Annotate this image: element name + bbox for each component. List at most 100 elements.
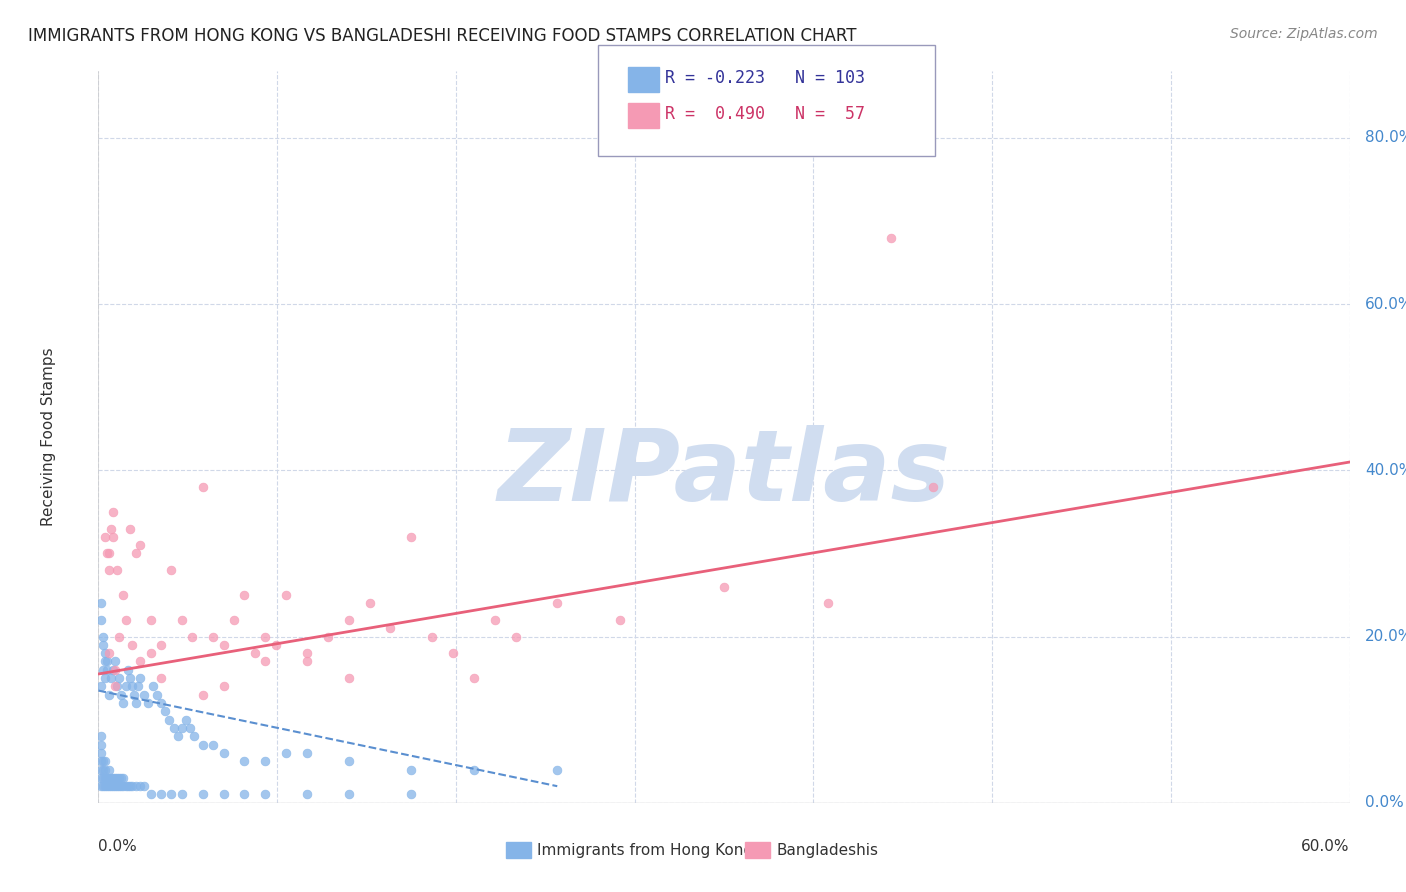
Point: [274, 746, 298, 760]
Text: 20.0%: 20.0%: [1365, 629, 1406, 644]
Point: [129, 538, 152, 552]
Point: [108, 771, 131, 785]
Text: R = -0.223   N = 103: R = -0.223 N = 103: [665, 70, 865, 87]
Point: [401, 763, 423, 777]
Point: [609, 613, 631, 627]
Point: [139, 613, 162, 627]
Point: [127, 680, 149, 694]
Text: 60.0%: 60.0%: [1302, 839, 1350, 855]
Point: [91, 663, 114, 677]
Text: Bangladeshis: Bangladeshis: [776, 843, 879, 857]
Point: [93, 671, 115, 685]
Point: [97, 688, 120, 702]
Point: [295, 646, 318, 660]
Point: [505, 630, 527, 644]
Point: [254, 655, 277, 669]
Point: [97, 646, 120, 660]
Point: [89, 779, 111, 793]
Point: [108, 671, 131, 685]
Point: [101, 779, 124, 793]
Point: [93, 655, 115, 669]
Point: [337, 613, 360, 627]
Point: [243, 646, 266, 660]
Point: [191, 688, 214, 702]
Point: [162, 721, 184, 735]
Point: [110, 771, 132, 785]
Text: 40.0%: 40.0%: [1365, 463, 1406, 478]
Point: [463, 763, 485, 777]
Point: [93, 754, 115, 768]
Text: 0.0%: 0.0%: [1365, 796, 1403, 810]
Point: [463, 671, 485, 685]
Point: [104, 771, 127, 785]
Point: [89, 729, 111, 743]
Point: [129, 655, 152, 669]
Point: [150, 696, 173, 710]
Point: [108, 630, 131, 644]
Point: [233, 754, 256, 768]
Point: [121, 638, 143, 652]
Point: [89, 763, 111, 777]
Point: [122, 688, 145, 702]
Point: [93, 779, 115, 793]
Point: [96, 663, 118, 677]
Point: [114, 613, 136, 627]
Point: [546, 763, 568, 777]
Point: [112, 771, 135, 785]
Point: [104, 680, 127, 694]
Point: [295, 746, 318, 760]
Text: 0.0%: 0.0%: [98, 839, 138, 855]
Point: [170, 613, 193, 627]
Point: [150, 638, 173, 652]
Point: [129, 779, 152, 793]
Point: [170, 721, 193, 735]
Point: [104, 655, 127, 669]
Point: [97, 546, 120, 560]
Point: [316, 630, 339, 644]
Point: [713, 580, 735, 594]
Point: [96, 779, 118, 793]
Point: [146, 688, 169, 702]
Point: [202, 630, 225, 644]
Point: [254, 630, 277, 644]
Text: Source: ZipAtlas.com: Source: ZipAtlas.com: [1230, 27, 1378, 41]
Point: [114, 680, 136, 694]
Text: 80.0%: 80.0%: [1365, 130, 1406, 145]
Point: [89, 738, 111, 752]
Point: [104, 663, 127, 677]
Point: [150, 671, 173, 685]
Point: [160, 563, 183, 577]
Point: [118, 521, 141, 535]
Point: [166, 729, 188, 743]
Point: [93, 763, 115, 777]
Point: [817, 596, 839, 610]
Point: [380, 621, 402, 635]
Point: [112, 779, 135, 793]
Point: [117, 779, 139, 793]
Point: [118, 671, 141, 685]
Point: [129, 671, 152, 685]
Point: [150, 788, 173, 802]
Point: [93, 646, 115, 660]
Point: [114, 779, 136, 793]
Point: [105, 563, 128, 577]
Point: [125, 779, 148, 793]
Point: [254, 788, 277, 802]
Point: [105, 779, 128, 793]
Point: [121, 680, 143, 694]
Point: [191, 788, 214, 802]
Point: [295, 788, 318, 802]
Point: [112, 696, 135, 710]
Point: [401, 788, 423, 802]
Text: R =  0.490   N =  57: R = 0.490 N = 57: [665, 105, 865, 123]
Point: [91, 630, 114, 644]
Point: [222, 613, 245, 627]
Point: [105, 771, 128, 785]
Point: [101, 505, 124, 519]
Point: [134, 688, 156, 702]
Point: [89, 596, 111, 610]
Point: [921, 480, 943, 494]
Point: [138, 696, 160, 710]
Point: [101, 663, 124, 677]
Point: [89, 680, 111, 694]
